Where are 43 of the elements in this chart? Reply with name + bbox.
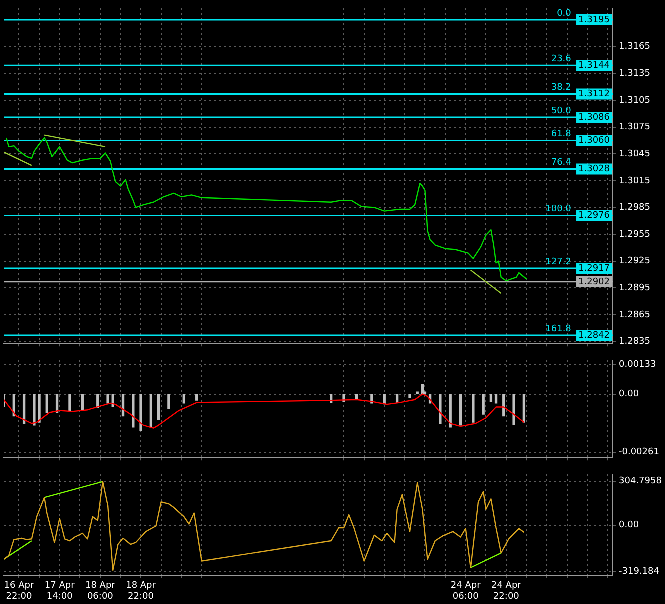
ref-line-label: 1.2976 xyxy=(578,211,610,222)
x-tick-label: 24 Apr 06:00 xyxy=(450,581,482,602)
y-tick-label: 1.3045 xyxy=(619,149,650,160)
y-tick-label: 1.3165 xyxy=(619,42,650,52)
annotation: 38.2 xyxy=(551,83,572,94)
y-tick-label: 1.3105 xyxy=(619,96,650,106)
y-tick-label: 304.7958 xyxy=(619,476,662,487)
ref-line-label: 1.3144 xyxy=(578,60,610,71)
x-tick-label: 24 Apr 22:00 xyxy=(491,581,522,602)
x-tick-label: 18 Apr 06:00 xyxy=(85,581,116,602)
y-tick-label: 0.00 xyxy=(619,520,640,531)
y-tick-label: 1.2895 xyxy=(619,284,650,294)
annotation: 76.4 xyxy=(551,158,572,168)
x-tick-label: 17 Apr 14:00 xyxy=(44,581,76,602)
annotation: 61.8 xyxy=(551,130,572,140)
ref-line-label: 1.3060 xyxy=(578,136,610,146)
ref-line-label: 1.3195 xyxy=(578,15,610,26)
y-tick-label: 0.00133 xyxy=(619,360,656,370)
ref-line-label: 1.2917 xyxy=(578,264,610,274)
annotation: 23.6 xyxy=(551,54,572,64)
annotation: 100.0 xyxy=(546,204,572,215)
y-tick-label: 1.2955 xyxy=(619,230,650,240)
ref-line-label: 1.2842 xyxy=(578,330,610,341)
ref-line-label: 1.3086 xyxy=(578,112,610,123)
annotation: 0.0 xyxy=(557,8,572,19)
x-tick-label: 18 Apr 22:00 xyxy=(126,581,156,602)
y-tick-label: 1.2985 xyxy=(619,203,650,214)
y-tick-label: 0.00 xyxy=(619,390,640,400)
y-tick-label: 1.2835 xyxy=(619,337,650,348)
y-tick-label: 1.3015 xyxy=(619,176,650,186)
y-tick-label: -319.184 xyxy=(619,566,660,577)
x-tick-label: 16 Apr 22:00 xyxy=(4,581,34,602)
ref-line-label: 1.2902 xyxy=(578,277,610,288)
annotation: 161.8 xyxy=(546,324,572,334)
y-tick-label: -0.00261 xyxy=(619,448,660,458)
ref-line-label: 1.3112 xyxy=(578,90,610,100)
y-tick-label: 1.2865 xyxy=(619,310,650,320)
ref-line-label: 1.3028 xyxy=(578,164,610,175)
y-tick-label: 1.3135 xyxy=(619,68,650,79)
annotation: 50.0 xyxy=(551,106,572,116)
y-tick-label: 1.2925 xyxy=(619,256,650,267)
y-tick-label: 1.3075 xyxy=(619,122,650,133)
annotation: 127.2 xyxy=(546,257,572,268)
